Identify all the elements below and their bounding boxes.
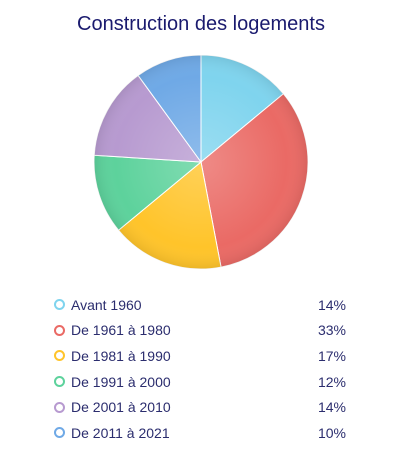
legend-value: 14% [317, 296, 346, 313]
legend-label: De 1991 à 2000 [71, 373, 171, 390]
legend-item: De 2001 à 2010 14% [54, 394, 346, 420]
legend-item: De 1991 à 2000 12% [54, 369, 346, 395]
legend-label: De 1961 à 1980 [71, 322, 171, 339]
legend-marker-icon [54, 350, 65, 362]
legend-value: 14% [317, 399, 346, 416]
legend-label: De 2011 à 2021 [71, 424, 170, 441]
chart-legend: Avant 1960 14% De 1961 à 1980 33% De 1981 à … [54, 292, 346, 446]
legend-marker-icon [54, 299, 65, 311]
legend-value: 17% [317, 347, 346, 364]
legend-marker-icon [54, 427, 65, 439]
legend-marker-icon [54, 376, 65, 388]
legend-item: Avant 1960 14% [54, 292, 346, 318]
chart-title: Construction des logements [77, 13, 325, 35]
legend-label: De 2001 à 2010 [71, 399, 171, 416]
legend-label: De 1981 à 1990 [71, 347, 171, 364]
legend-marker-icon [54, 401, 65, 413]
legend-marker-icon [54, 324, 65, 336]
legend-value: 33% [317, 322, 346, 339]
legend-label: Avant 1960 [71, 296, 142, 313]
legend-value: 12% [317, 373, 346, 390]
legend-item: De 1961 à 1980 33% [54, 318, 346, 344]
legend-item: De 2011 à 2021 10% [54, 420, 346, 446]
legend-value: 10% [317, 424, 346, 441]
legend-item: De 1981 à 1990 17% [54, 343, 346, 369]
pie-shading [94, 55, 308, 269]
